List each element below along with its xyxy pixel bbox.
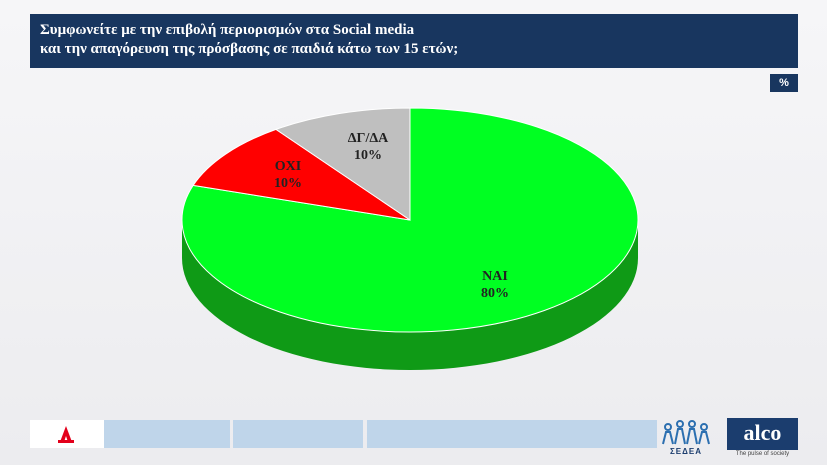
question-title-line1: Συμφωνείτε με την επιβολή περιορισμών στ… <box>40 22 415 38</box>
footer-segment <box>233 420 363 448</box>
slice-label-name-2: ΔΓ/ΔΑ <box>348 131 389 146</box>
alco-logo: alco <box>727 418 798 450</box>
sedea-logo <box>658 418 714 458</box>
question-title-bar: Συμφωνείτε με την επιβολή περιορισμών στ… <box>30 14 798 68</box>
pie-side-0 <box>182 220 638 370</box>
alpha-tv-logo <box>30 420 104 448</box>
footer-segment <box>367 420 657 448</box>
footer-segment <box>104 420 230 448</box>
people-group-icon <box>662 420 710 445</box>
alpha-tv-logo-icon <box>58 426 74 443</box>
sedea-label: ΣΕΔΕΑ <box>670 447 702 456</box>
footer-bar <box>30 420 798 448</box>
question-title-line2: και την απαγόρευση της πρόσβασης σε παιδ… <box>40 41 459 57</box>
slice-label-value-1: 10% <box>274 176 302 191</box>
pie-slice-0 <box>181 107 639 333</box>
slice-label-name-0: ΝΑΙ <box>482 269 508 284</box>
unit-badge: % <box>770 74 798 92</box>
pie-labels: ΝΑΙ 80% ΟΧΙ 10% ΔΓ/ΔΑ 10% <box>274 131 509 301</box>
slice-label-name-1: ΟΧΙ <box>275 159 301 174</box>
slice-label-value-0: 80% <box>481 286 509 301</box>
slice-label-value-2: 10% <box>354 148 382 163</box>
pie-slice-1 <box>192 128 411 221</box>
pie-slice-2 <box>274 107 411 221</box>
pie-3d-sides <box>182 220 638 370</box>
pie-slices <box>181 107 639 333</box>
alco-tagline: The pulse of society <box>735 451 790 457</box>
